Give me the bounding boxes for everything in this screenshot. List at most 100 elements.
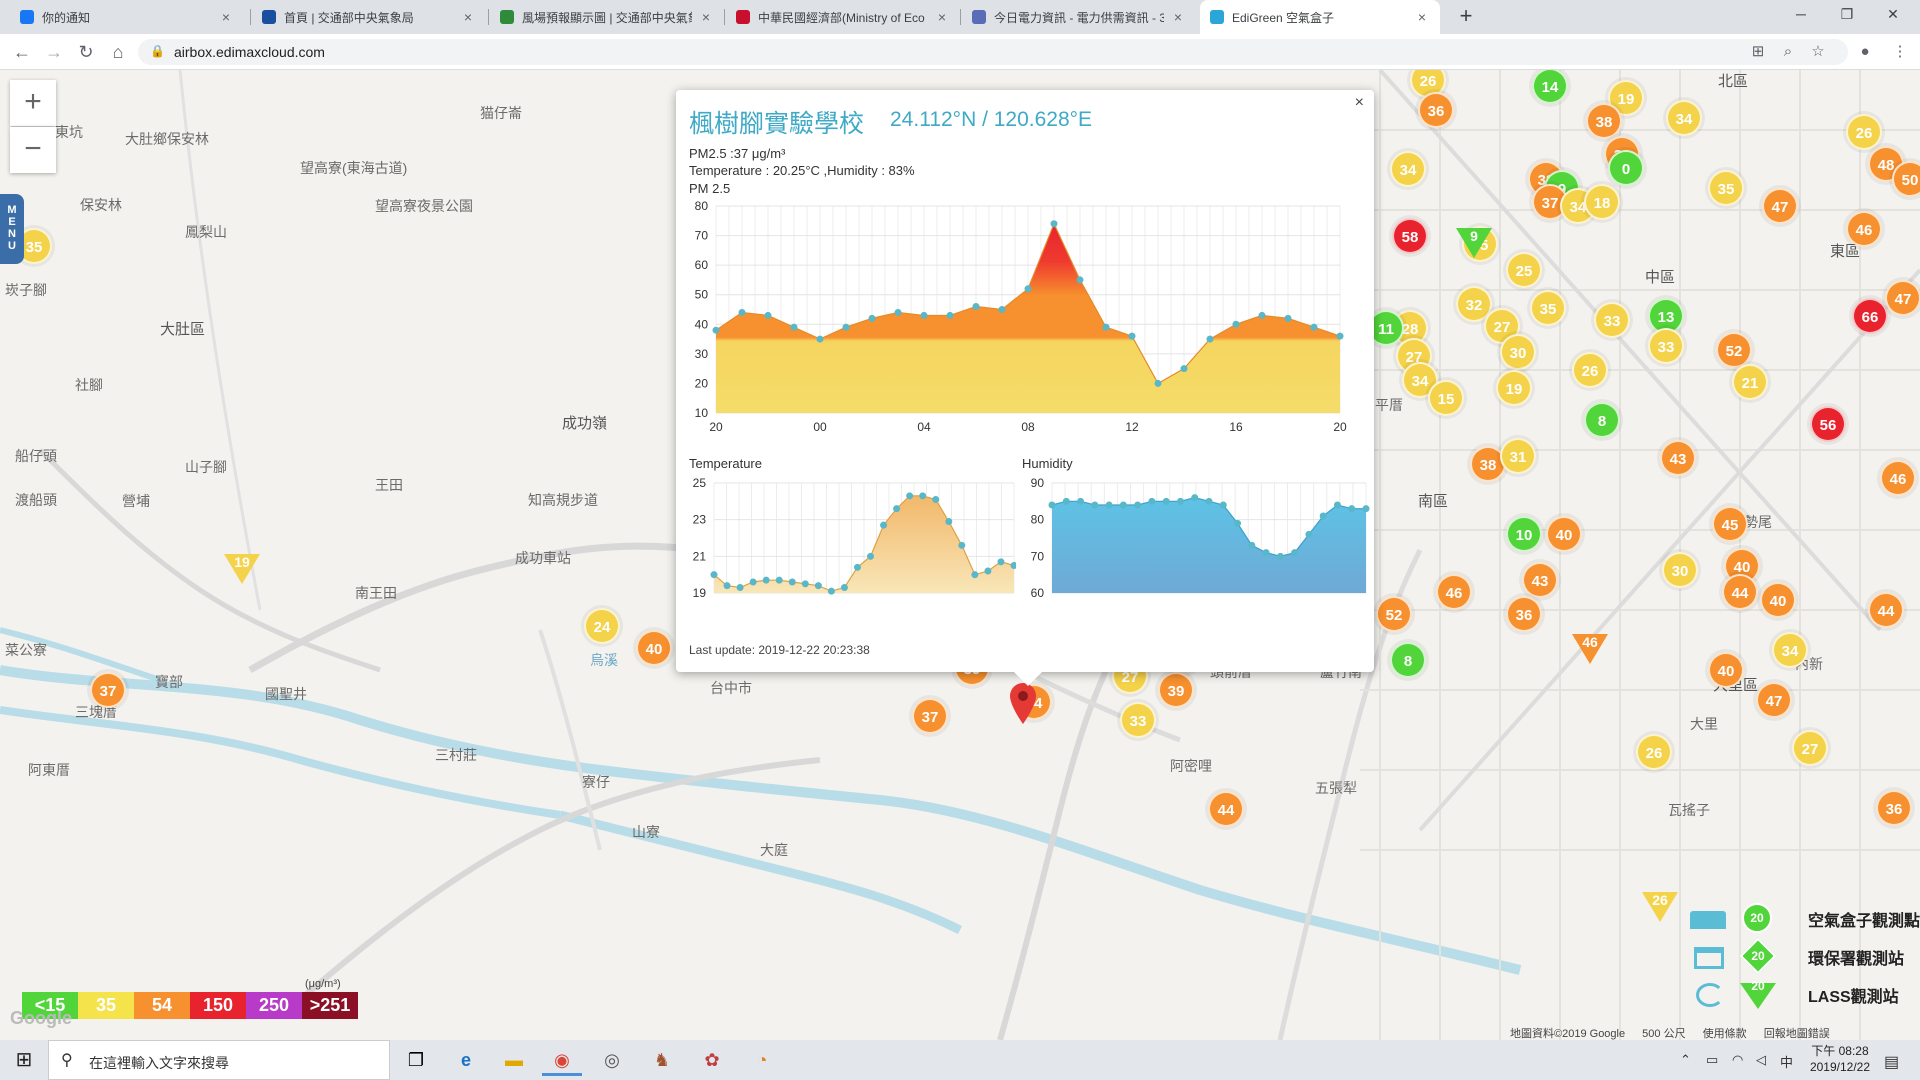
chrome-taskbar-icon[interactable]: ◉ [542, 1044, 582, 1076]
browser-tab[interactable]: 風場預報顯示圖 | 交通部中央氣象 × [490, 0, 724, 34]
browser-tab[interactable]: 首頁 | 交通部中央氣象局 × [252, 0, 486, 34]
terms-link[interactable]: 使用條款 [1702, 1028, 1747, 1040]
airbox-marker[interactable]: 10 [1506, 516, 1542, 552]
report-error-link[interactable]: 回報地圖錯誤 [1763, 1028, 1830, 1040]
airbox-marker[interactable]: 40 [636, 630, 672, 666]
back-icon[interactable]: ← [13, 42, 31, 62]
airbox-marker[interactable]: 27 [1792, 730, 1828, 766]
address-bar[interactable]: 🔒 airbox.edimaxcloud.com ⊞ ⌕ ☆ [138, 39, 1848, 65]
translate-icon[interactable]: ⊞ [1751, 43, 1765, 60]
browser-tab[interactable]: 中華民國經濟部(Ministry of Eco × [726, 0, 960, 34]
file-explorer-icon[interactable]: ▬ [505, 1050, 523, 1070]
zoom-out-button[interactable]: − [10, 127, 56, 173]
new-tab-button[interactable]: + [1459, 3, 1473, 28]
airbox-marker[interactable]: 30 [1500, 334, 1536, 370]
zoom-in-button[interactable]: + [10, 80, 56, 126]
system-clock[interactable]: 下午 08:28 2019/12/22 [1810, 1043, 1870, 1075]
airbox-marker[interactable]: 35 [1530, 290, 1566, 326]
airbox-marker[interactable]: 11 [1368, 310, 1404, 346]
chrome-menu-icon[interactable]: ⋮ [1892, 43, 1908, 60]
airbox-marker[interactable]: 19 [1496, 370, 1532, 406]
tab-close-icon[interactable]: × [937, 9, 947, 25]
tab-close-icon[interactable]: × [701, 9, 711, 25]
airbox-marker[interactable]: 18 [1584, 184, 1620, 220]
forward-icon[interactable]: → [45, 42, 63, 62]
airbox-marker[interactable]: 33 [1594, 302, 1630, 338]
airbox-marker[interactable]: 15 [1428, 380, 1464, 416]
air-quality-map[interactable]: 東坑 大肚鄉保安林 鳳梨山 保安林 崁子腳 大肚區 社腳 船仔頭 山子腳 渡船頭 營埔 王田 成功嶺 猫仔… [0, 70, 1920, 1040]
lass-station-marker[interactable]: 9 [1456, 228, 1492, 258]
popup-close-button[interactable]: × [1354, 94, 1364, 111]
airbox-marker[interactable]: 44 [1208, 791, 1244, 827]
airbox-marker[interactable]: 56 [1810, 406, 1846, 442]
restore-icon[interactable]: ❐ [1840, 6, 1854, 22]
browser-tab[interactable]: EdiGreen 空氣盒子 × [1200, 0, 1440, 34]
airbox-marker[interactable]: 36 [1506, 596, 1542, 632]
airbox-marker[interactable]: 66 [1852, 298, 1888, 334]
home-icon[interactable]: ⌂ [112, 42, 124, 62]
airbox-marker[interactable]: 14 [1532, 70, 1568, 104]
blender-icon[interactable]: ◔ [756, 1050, 768, 1070]
airbox-marker[interactable]: 33 [1648, 328, 1684, 364]
airbox-marker[interactable]: 39 [1158, 672, 1194, 708]
bookmark-star-icon[interactable]: ☆ [1811, 43, 1825, 60]
airbox-marker[interactable]: 26 [1636, 734, 1672, 770]
airbox-marker[interactable]: 21 [1732, 364, 1768, 400]
airbox-marker[interactable]: 50 [1892, 161, 1920, 197]
airbox-marker[interactable]: 36 [1418, 92, 1454, 128]
airbox-marker[interactable]: 47 [1762, 188, 1798, 224]
lass-station-marker[interactable]: 26 [1642, 892, 1678, 922]
airbox-marker[interactable]: 36 [1876, 790, 1912, 826]
airbox-marker[interactable]: 25 [1506, 252, 1542, 288]
airbox-marker[interactable]: 46 [1846, 211, 1882, 247]
tab-close-icon[interactable]: × [463, 9, 473, 25]
airbox-marker[interactable]: 33 [1120, 702, 1156, 738]
airbox-marker[interactable]: 45 [1712, 506, 1748, 542]
airbox-marker[interactable]: 8 [1584, 402, 1620, 438]
airbox-marker[interactable]: 34 [1772, 632, 1808, 668]
edge-icon[interactable]: e [460, 1050, 471, 1070]
tray-chevron-icon[interactable]: ⌃ [1680, 1052, 1691, 1067]
airbox-marker[interactable]: 43 [1660, 440, 1696, 476]
ime-indicator[interactable]: 中 [1780, 1055, 1794, 1070]
airbox-marker[interactable]: 52 [1376, 596, 1412, 632]
airbox-marker[interactable]: 46 [1436, 574, 1472, 610]
menu-tab[interactable]: MENU [0, 194, 24, 264]
app-icon-1[interactable]: ◎ [604, 1050, 620, 1070]
airbox-marker[interactable]: 37 [912, 698, 948, 734]
airbox-marker[interactable]: 24 [584, 608, 620, 644]
airbox-marker[interactable]: 40 [1760, 582, 1796, 618]
notification-icon[interactable]: ▤ [1884, 1054, 1900, 1071]
selected-location-pin-icon[interactable] [1008, 682, 1038, 726]
airbox-marker[interactable]: 46 [1880, 460, 1916, 496]
airbox-marker[interactable]: 34 [1390, 151, 1426, 187]
close-window-icon[interactable]: ✕ [1887, 6, 1899, 22]
airbox-marker[interactable]: 44 [1868, 592, 1904, 628]
task-view-icon[interactable]: ❐ [407, 1050, 425, 1070]
tab-close-icon[interactable]: × [221, 9, 231, 25]
airbox-marker[interactable]: 40 [1546, 516, 1582, 552]
lass-station-marker[interactable]: 46 [1572, 634, 1608, 664]
airbox-marker[interactable]: 43 [1522, 562, 1558, 598]
airbox-marker[interactable]: 30 [1662, 552, 1698, 588]
profile-icon[interactable]: ● [1860, 43, 1870, 60]
app-icon-2[interactable]: ♞ [653, 1050, 671, 1070]
browser-tab[interactable]: 今日電力資訊 - 電力供需資訊 - 3 × [962, 0, 1196, 34]
airbox-marker[interactable]: 58 [1392, 218, 1428, 254]
airbox-marker[interactable]: 32 [1456, 286, 1492, 322]
airbox-marker[interactable]: 52 [1716, 332, 1752, 368]
taskbar-search-box[interactable]: ⚲ 在這裡輸入文字來搜尋 [48, 1040, 390, 1080]
airbox-marker[interactable]: 38 [1586, 103, 1622, 139]
airbox-marker[interactable]: 37 [90, 672, 126, 708]
wifi-icon[interactable]: ◠ [1732, 1052, 1744, 1067]
browser-tab[interactable]: 你的通知 × [10, 0, 244, 34]
airbox-marker[interactable]: 35 [1708, 170, 1744, 206]
airbox-marker[interactable]: 34 [1666, 100, 1702, 136]
tab-close-icon[interactable]: × [1173, 9, 1183, 25]
airbox-marker[interactable]: 44 [1722, 574, 1758, 610]
reload-icon[interactable]: ↻ [78, 42, 94, 62]
app-icon-3[interactable]: ✿ [704, 1050, 720, 1070]
airbox-marker[interactable]: 40 [1708, 652, 1744, 688]
airbox-marker[interactable]: 47 [1756, 682, 1792, 718]
windows-start-icon[interactable]: ⊞ [15, 1049, 33, 1071]
